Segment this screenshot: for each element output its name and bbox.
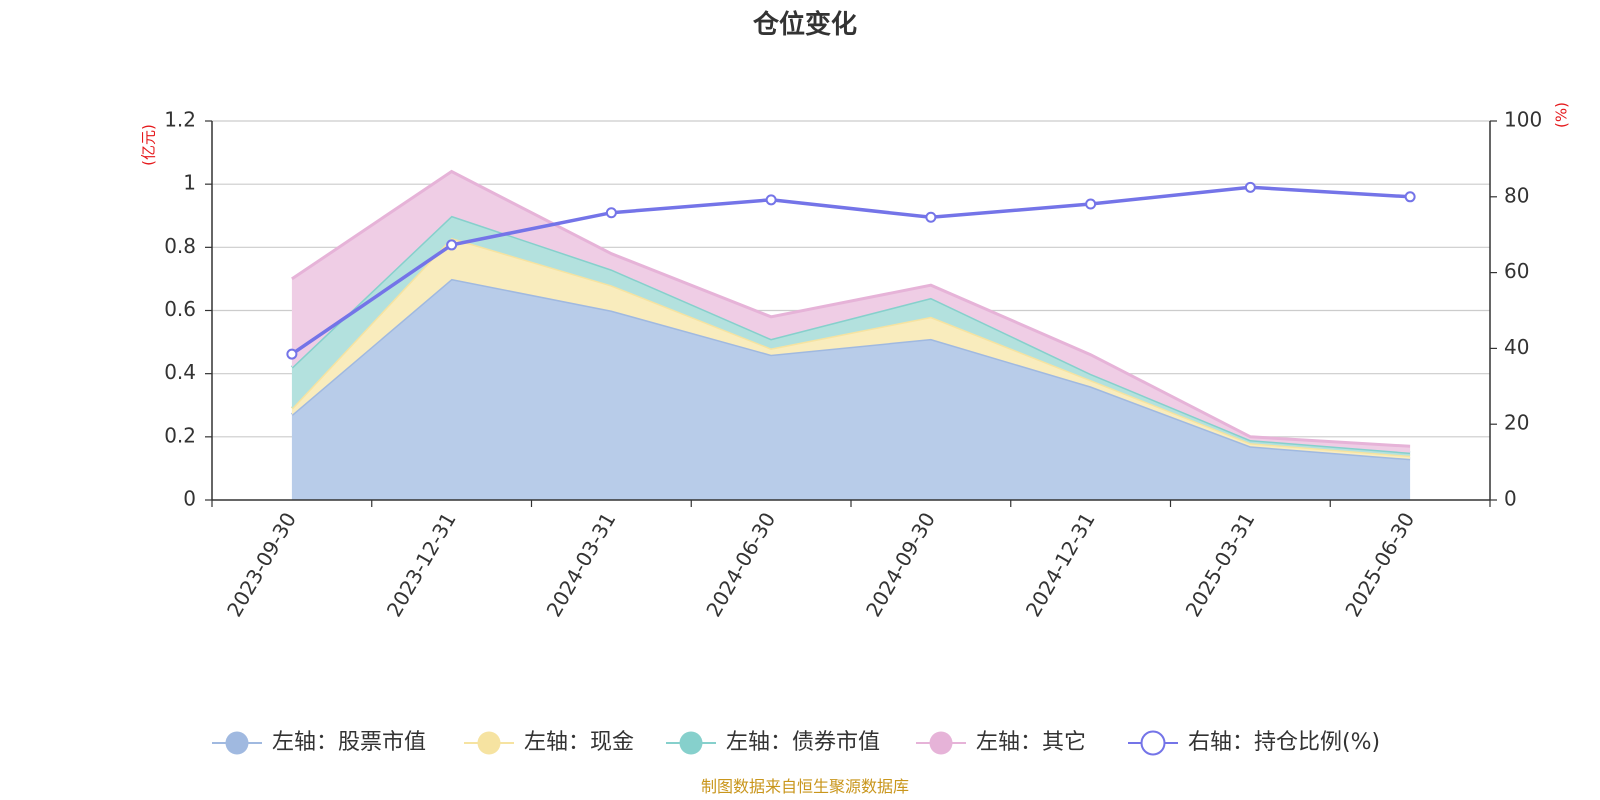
x-axis-tick-label: 2024-12-31 [1021,508,1100,621]
x-axis-tick-label: 2025-06-30 [1340,508,1419,621]
ratio-point [446,239,458,251]
ratio-line [290,185,1411,356]
left-axis-tick-label: 1 [183,171,196,195]
x-axis-tick-label: 2024-09-30 [861,508,940,621]
right-axis-unit: (%) [1553,102,1571,128]
ratio-point [1244,181,1256,193]
legend-label-2: 左轴：现金 [524,730,634,755]
ratio-point [1085,198,1097,210]
right-axis-tick-label: 60 [1504,259,1529,283]
ratio-line-series [286,181,1416,360]
legend-marker-1 [225,731,249,755]
stacked-areas [290,169,1411,500]
x-axis-tick-label: 2025-03-31 [1181,508,1260,621]
legend-marker-4 [929,731,953,755]
area-series-1 [291,278,1411,500]
right-axis-tick-label: 40 [1504,335,1529,359]
data-source-note: 制图数据来自恒生聚源数据库 [701,777,909,796]
area-series-2 [291,237,1411,459]
area-edge-series-4 [291,169,1411,448]
right-axis-tick-label: 100 [1504,108,1542,132]
legend-label-3: 左轴：债券市值 [726,730,880,755]
area-series-4 [291,171,1411,453]
legend-marker-5 [1140,730,1166,756]
right-axis-tick-label: 20 [1504,411,1529,435]
left-axis-tick-label: 0.4 [164,360,196,384]
legend-marker-2 [477,731,501,755]
left-axis-tick-label: 0.8 [164,234,196,258]
legend-marker-3 [679,731,703,755]
legend-label-1: 左轴：股票市值 [272,730,426,755]
x-axis-tick-label: 2024-06-30 [701,508,780,621]
legend: 左轴：股票市值 左轴：现金 左轴：债券市值 左轴：其它 右轴：持仓比例(%) [212,730,1380,756]
legend-label-4: 左轴：其它 [976,730,1086,755]
ratio-point [925,211,937,223]
left-axis-unit: (亿元) [140,124,158,166]
legend-label-5: 右轴：持仓比例(%) [1188,730,1380,755]
right-axis-tick-label: 0 [1504,487,1517,511]
left-axis-tick-label: 0 [183,487,196,511]
ratio-point [605,207,617,219]
left-axis-tick-label: 1.2 [164,108,196,132]
left-axis-tick-label: 0.6 [164,297,196,321]
ratio-point [286,348,298,360]
ratio-point [765,194,777,206]
x-axis-tick-label: 2023-12-31 [382,508,461,621]
chart-title: 仓位变化 [752,9,857,40]
right-axis-tick-label: 80 [1504,183,1529,207]
x-axis-tick-label: 2023-09-30 [222,508,301,621]
ratio-point [1404,191,1416,203]
left-axis-tick-label: 0.2 [164,423,196,447]
x-axis-tick-label: 2024-03-31 [542,508,621,621]
